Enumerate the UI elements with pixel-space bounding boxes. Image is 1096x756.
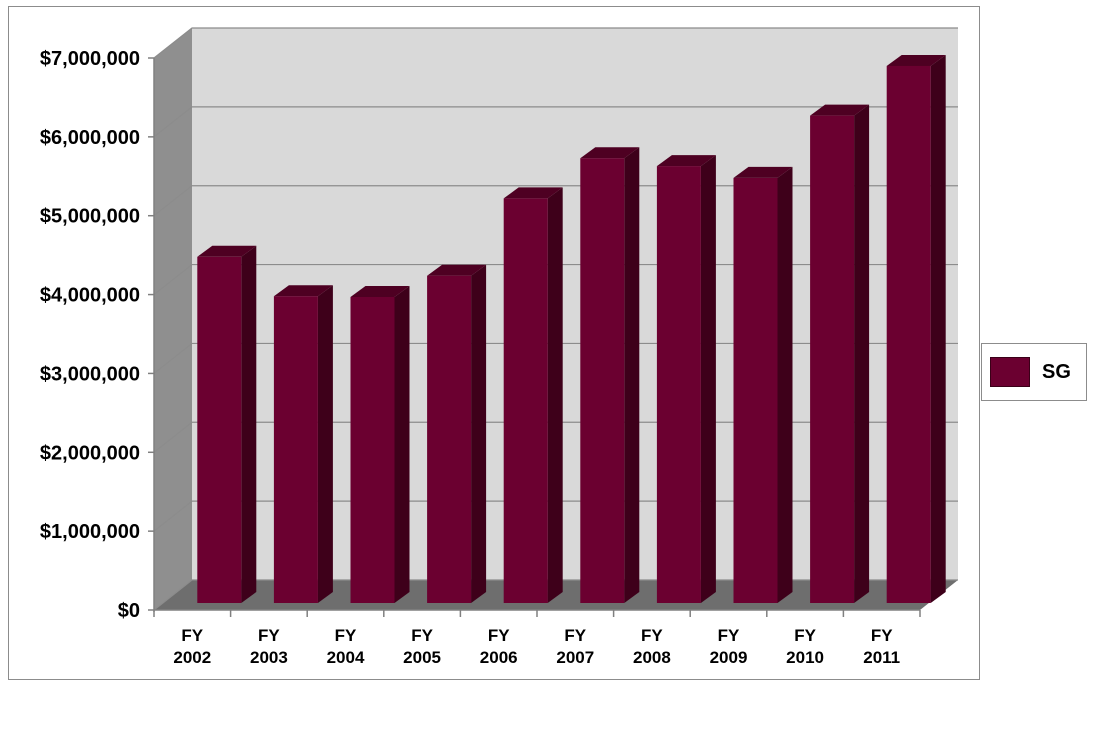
bar-top xyxy=(197,245,257,257)
bar-side xyxy=(547,187,563,603)
legend-swatch xyxy=(990,357,1030,387)
x-tick-label: 2004 xyxy=(327,648,365,667)
x-tick-label: 2002 xyxy=(173,648,211,667)
x-tick-label: FY xyxy=(411,626,433,645)
x-tick-label: FY xyxy=(258,626,280,645)
x-tick-label: FY xyxy=(488,626,510,645)
y-tick-label: $2,000,000 xyxy=(40,442,140,464)
y-tick-label: $3,000,000 xyxy=(40,363,140,385)
bar-side xyxy=(241,245,257,603)
gridline xyxy=(153,106,958,138)
x-tick-label: 2003 xyxy=(250,648,288,667)
bar-top xyxy=(503,187,563,199)
x-tick-label: 2011 xyxy=(863,648,900,667)
x-tick-label: 2006 xyxy=(480,648,518,667)
x-tick-label: FY xyxy=(181,626,203,645)
bar-top xyxy=(810,104,870,116)
bar xyxy=(427,275,472,603)
x-tick-label: 2007 xyxy=(556,648,594,667)
bar xyxy=(580,158,625,603)
x-tick-label: 2005 xyxy=(403,648,441,667)
bar xyxy=(273,296,318,603)
bar-top xyxy=(273,285,333,297)
bar xyxy=(350,296,395,603)
y-tick-label: $6,000,000 xyxy=(40,127,140,149)
y-tick-label: $7,000,000 xyxy=(40,48,140,70)
x-tick-label: FY xyxy=(335,626,357,645)
bar xyxy=(886,65,931,603)
gridline xyxy=(153,27,958,59)
legend-label: SG xyxy=(1042,360,1071,383)
x-tick-label: 2008 xyxy=(633,648,671,667)
x-tick-label: FY xyxy=(794,626,816,645)
bar-side xyxy=(471,264,487,603)
bar-side xyxy=(317,285,333,603)
y-tick-label: $5,000,000 xyxy=(40,206,140,228)
bar-side xyxy=(854,104,870,603)
bar xyxy=(503,198,548,603)
bar xyxy=(197,256,242,603)
x-tick-label: FY xyxy=(564,626,586,645)
bar xyxy=(810,115,855,603)
bar xyxy=(733,177,778,604)
x-tick-label: FY xyxy=(641,626,663,645)
bar xyxy=(656,166,701,603)
bar-top xyxy=(733,166,793,178)
legend: SG xyxy=(981,343,1087,401)
y-tick-label: $0 xyxy=(118,600,140,622)
bar-side xyxy=(930,54,946,603)
bar-top xyxy=(656,155,716,167)
x-tick-label: 2010 xyxy=(786,648,824,667)
y-tick-label: $1,000,000 xyxy=(40,521,140,543)
bar-top xyxy=(580,147,640,159)
bar-top xyxy=(886,54,946,66)
bar-side xyxy=(394,285,410,603)
y-tick-label: $4,000,000 xyxy=(40,285,140,307)
bar-top xyxy=(427,264,487,276)
side-wall xyxy=(154,28,192,610)
x-tick-label: FY xyxy=(718,626,740,645)
bar-top xyxy=(350,285,410,297)
bar-side xyxy=(624,147,640,603)
x-tick-label: 2009 xyxy=(710,648,748,667)
x-tick-label: FY xyxy=(871,626,893,645)
bar-side xyxy=(777,166,793,604)
bar-side xyxy=(700,155,716,603)
